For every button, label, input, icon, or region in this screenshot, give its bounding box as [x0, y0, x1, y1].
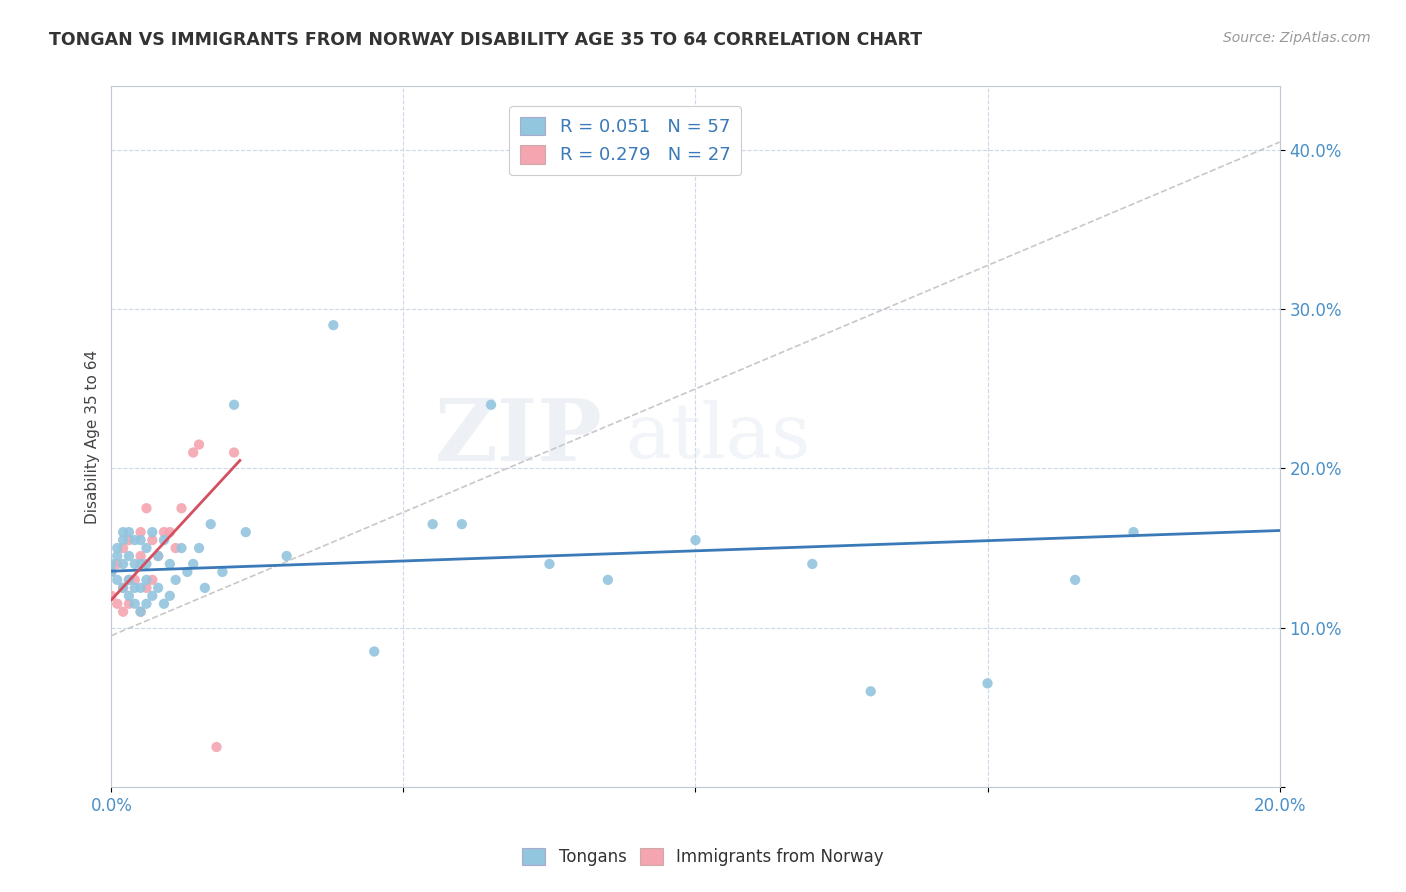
Point	[118, 597, 141, 611]
Point	[170, 501, 193, 516]
Point	[129, 605, 152, 619]
Point	[100, 589, 122, 603]
Point	[322, 318, 344, 333]
Point	[112, 525, 135, 540]
Text: ZIP: ZIP	[434, 394, 602, 479]
Legend: R = 0.051   N = 57, R = 0.279   N = 27: R = 0.051 N = 57, R = 0.279 N = 27	[509, 106, 741, 176]
Point	[222, 398, 245, 412]
Point	[112, 581, 135, 595]
Point	[235, 525, 257, 540]
Point	[141, 573, 163, 587]
Point	[146, 549, 169, 563]
Point	[129, 533, 152, 547]
Point	[105, 597, 128, 611]
Point	[135, 597, 157, 611]
Point	[124, 597, 146, 611]
Point	[135, 501, 157, 516]
Point	[200, 517, 222, 532]
Point	[170, 541, 193, 555]
Point	[176, 565, 198, 579]
Point	[146, 549, 169, 563]
Point	[141, 589, 163, 603]
Point	[801, 557, 824, 571]
Point	[135, 573, 157, 587]
Point	[118, 525, 141, 540]
Point	[105, 557, 128, 571]
Point	[105, 549, 128, 563]
Point	[685, 533, 707, 547]
Point	[141, 533, 163, 547]
Point	[141, 525, 163, 540]
Point	[129, 525, 152, 540]
Point	[124, 581, 146, 595]
Point	[181, 557, 204, 571]
Point	[276, 549, 298, 563]
Text: atlas: atlas	[626, 400, 811, 474]
Point	[1064, 573, 1087, 587]
Text: TONGAN VS IMMIGRANTS FROM NORWAY DISABILITY AGE 35 TO 64 CORRELATION CHART: TONGAN VS IMMIGRANTS FROM NORWAY DISABIL…	[49, 31, 922, 49]
Point	[135, 581, 157, 595]
Point	[153, 533, 176, 547]
Point	[538, 557, 561, 571]
Point	[976, 676, 998, 690]
Point	[135, 557, 157, 571]
Point	[194, 581, 217, 595]
Point	[159, 589, 181, 603]
Point	[118, 573, 141, 587]
Point	[596, 573, 619, 587]
Point	[1122, 525, 1144, 540]
Point	[181, 445, 204, 459]
Point	[165, 541, 187, 555]
Point	[118, 573, 141, 587]
Y-axis label: Disability Age 35 to 64: Disability Age 35 to 64	[86, 350, 100, 524]
Point	[422, 517, 444, 532]
Point	[124, 573, 146, 587]
Point	[112, 581, 135, 595]
Point	[153, 525, 176, 540]
Point	[105, 573, 128, 587]
Point	[135, 541, 157, 555]
Point	[188, 541, 211, 555]
Point	[118, 549, 141, 563]
Point	[112, 557, 135, 571]
Point	[363, 644, 385, 658]
Point	[205, 739, 228, 754]
Point	[165, 573, 187, 587]
Point	[129, 605, 152, 619]
Point	[153, 597, 176, 611]
Point	[211, 565, 233, 579]
Point	[118, 589, 141, 603]
Point	[124, 533, 146, 547]
Point	[118, 533, 141, 547]
Point	[105, 541, 128, 555]
Point	[859, 684, 882, 698]
Point	[450, 517, 472, 532]
Text: Source: ZipAtlas.com: Source: ZipAtlas.com	[1223, 31, 1371, 45]
Legend: Tongans, Immigrants from Norway: Tongans, Immigrants from Norway	[515, 841, 891, 873]
Point	[479, 398, 502, 412]
Point	[100, 557, 122, 571]
Point	[146, 581, 169, 595]
Point	[112, 541, 135, 555]
Point	[129, 549, 152, 563]
Point	[188, 437, 211, 451]
Point	[124, 557, 146, 571]
Point	[100, 565, 122, 579]
Point	[159, 557, 181, 571]
Point	[129, 581, 152, 595]
Point	[112, 533, 135, 547]
Point	[112, 605, 135, 619]
Point	[100, 565, 122, 579]
Point	[129, 557, 152, 571]
Point	[222, 445, 245, 459]
Point	[159, 525, 181, 540]
